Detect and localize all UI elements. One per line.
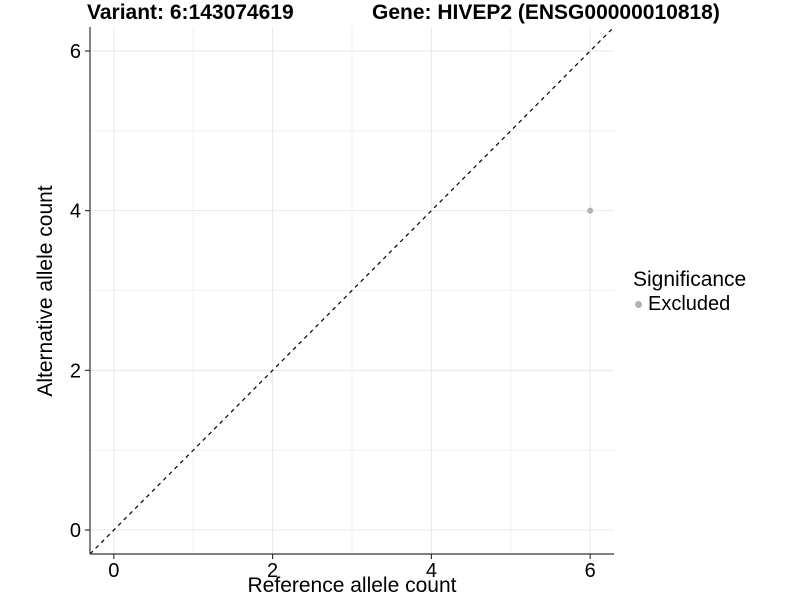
x-tick-label: 0 [108, 560, 119, 582]
legend-point-swatch-icon [635, 300, 642, 308]
y-tick-label: 6 [70, 41, 81, 63]
y-tick-label: 0 [70, 520, 81, 542]
identity-reference-line [89, 26, 615, 555]
legend-item-label: Excluded [648, 293, 731, 315]
x-tick-label: 6 [585, 560, 596, 582]
y-tick-label: 4 [70, 201, 81, 223]
legend-title: Significance [633, 268, 747, 291]
x-tick-label: 4 [426, 560, 437, 582]
legend-item-excluded: Excluded [635, 292, 746, 316]
legend: Significance Excluded [633, 268, 746, 316]
x-tick-label: 2 [267, 560, 278, 582]
x-axis-title: Reference allele count [247, 574, 457, 597]
y-tick-label: 2 [70, 360, 81, 382]
plot-title-variant: Variant: 6:143074619 [87, 1, 294, 24]
plot-title-gene: Gene: HIVEP2 (ENSG00000010818) [372, 1, 720, 24]
y-axis-title: Alternative allele count [34, 185, 57, 397]
data-point [587, 207, 594, 214]
